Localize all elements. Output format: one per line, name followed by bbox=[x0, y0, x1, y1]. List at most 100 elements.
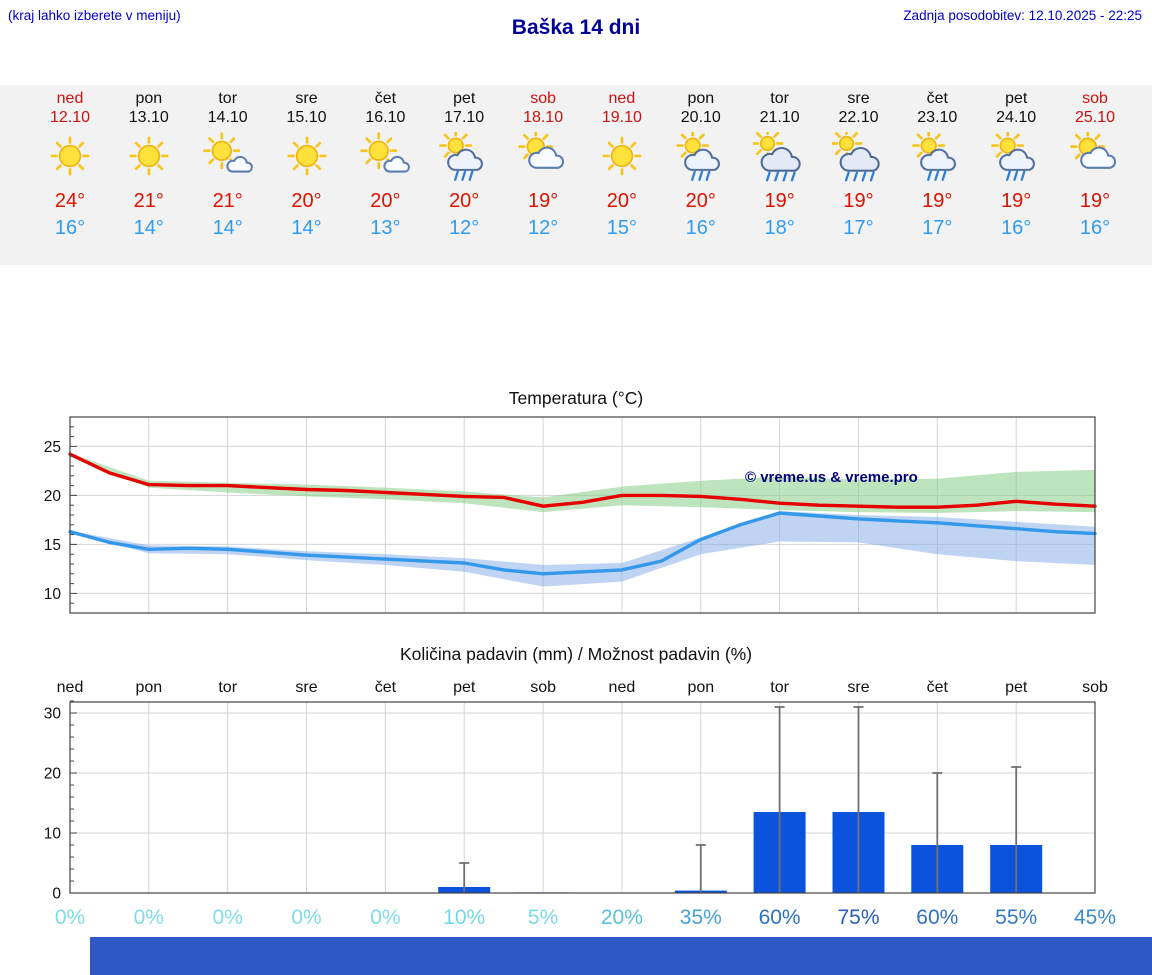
rain-drops bbox=[765, 171, 796, 182]
precip-day-label: pon bbox=[687, 679, 714, 696]
page-title: Baška 14 dni bbox=[511, 16, 641, 39]
weather-icon-slot bbox=[819, 127, 899, 184]
partly-cloudy-icon bbox=[1070, 129, 1117, 169]
forecast-day-column: sre 15.10 20° 14° bbox=[267, 89, 347, 242]
precip-probability-label: 0% bbox=[291, 906, 321, 929]
day-name: pet bbox=[1005, 90, 1028, 107]
y-axis-tick-label: 30 bbox=[44, 706, 62, 723]
day-date: 25.10 bbox=[1074, 109, 1116, 126]
precip-probability-label: 35% bbox=[680, 906, 722, 929]
temp-min: 14° bbox=[133, 217, 164, 239]
forecast-day-column: pet 17.10 20° 12° bbox=[424, 89, 504, 242]
weather-icon-slot bbox=[188, 132, 268, 184]
day-date: 24.10 bbox=[996, 109, 1037, 126]
precip-probability-label: 10% bbox=[443, 906, 485, 929]
weather-icon-slot bbox=[345, 132, 425, 184]
precip-probability-label: 5% bbox=[528, 906, 558, 929]
precip-day-label: pet bbox=[453, 679, 476, 696]
day-date: 19.10 bbox=[601, 109, 642, 126]
sunny-icon bbox=[50, 136, 90, 176]
precip-probability-label: 0% bbox=[55, 906, 85, 929]
temp-min: 12° bbox=[449, 217, 480, 239]
sunny-icon bbox=[602, 136, 642, 176]
day-name: tor bbox=[770, 90, 789, 107]
precip-day-label: tor bbox=[770, 679, 789, 696]
forecast-day-column: pon 13.10 21° 14° bbox=[109, 89, 189, 242]
temp-min: 17° bbox=[922, 217, 953, 239]
rain-icon bbox=[751, 127, 801, 182]
weather-icon-slot bbox=[109, 132, 189, 184]
day-name: ned bbox=[608, 90, 636, 107]
precip-day-label: sre bbox=[847, 679, 869, 696]
precip-day-label: ned bbox=[609, 679, 636, 696]
min-temp-line bbox=[68, 511, 1097, 576]
showers-icon bbox=[676, 129, 720, 181]
temp-max: 21° bbox=[133, 190, 164, 212]
day-date: 17.10 bbox=[444, 109, 485, 126]
sun-rays bbox=[602, 136, 642, 176]
y-axis-tick-label: 20 bbox=[44, 488, 62, 505]
day-name: sre bbox=[295, 90, 318, 107]
forecast-day-column: tor 14.10 21° 14° bbox=[188, 89, 268, 242]
precip-day-label: sob bbox=[1082, 679, 1108, 696]
temp-max: 20° bbox=[606, 190, 638, 212]
showers-icon bbox=[439, 129, 484, 181]
precip-day-label: čet bbox=[927, 679, 949, 696]
uncertainty-band bbox=[70, 511, 1095, 587]
last-update-timestamp: Zadnja posodobitev: 12.10.2025 - 22:25 bbox=[903, 8, 1142, 23]
watermark: © vreme.us & vreme.pro bbox=[745, 469, 918, 486]
day-name: tor bbox=[218, 90, 238, 107]
temp-max: 21° bbox=[212, 190, 243, 212]
forecast-day-column: čet 16.10 20° 13° bbox=[345, 89, 425, 242]
partly-cloudy-icon bbox=[518, 129, 565, 169]
sun-rays bbox=[50, 136, 90, 176]
day-date: 18.10 bbox=[523, 109, 564, 126]
temp-min: 18° bbox=[764, 217, 795, 239]
y-axis-tick-label: 10 bbox=[44, 826, 62, 843]
forecast-day-column: tor 21.10 19° 18° bbox=[740, 89, 820, 242]
weather-icon-slot bbox=[740, 127, 820, 184]
temp-min: 17° bbox=[843, 217, 874, 239]
temp-min: 16° bbox=[1079, 217, 1111, 239]
day-date: 20.10 bbox=[680, 109, 721, 126]
sun-rays bbox=[286, 136, 327, 176]
day-name: čet bbox=[926, 90, 948, 107]
y-axis-tick-label: 10 bbox=[44, 586, 62, 603]
rain-drops bbox=[844, 171, 875, 182]
temp-max: 19° bbox=[527, 190, 559, 212]
temp-min: 16° bbox=[54, 217, 86, 239]
precip-whiskers bbox=[459, 706, 1022, 893]
day-name: pon bbox=[687, 90, 715, 107]
temperature-chart: 10 15 20 25 © vreme.us & vreme.pro bbox=[44, 416, 1097, 614]
day-date: 16.10 bbox=[365, 109, 406, 126]
y-axis-tick-label: 20 bbox=[44, 766, 62, 783]
day-date: 23.10 bbox=[917, 109, 958, 126]
precip-day-label: čet bbox=[375, 679, 397, 696]
day-date: 12.10 bbox=[49, 109, 91, 126]
forecast-day-column: sre 22.10 19° 17° bbox=[819, 89, 899, 242]
mostly-sunny-icon bbox=[360, 132, 411, 173]
temp-min: 15° bbox=[606, 217, 638, 239]
day-date: 13.10 bbox=[128, 109, 169, 126]
temp-max: 19° bbox=[922, 190, 953, 212]
sunny-icon bbox=[129, 136, 169, 176]
temp-min: 12° bbox=[527, 217, 559, 239]
temp-max: 19° bbox=[1079, 190, 1111, 212]
precip-day-label: ned bbox=[57, 679, 84, 696]
weather-icon-slot bbox=[976, 129, 1056, 184]
temp-max: 19° bbox=[764, 190, 795, 212]
rain-drops bbox=[454, 170, 474, 181]
precip-day-label: sob bbox=[530, 679, 556, 696]
forecast-day-column: pet 24.10 19° 16° bbox=[976, 89, 1056, 242]
sun-rays bbox=[202, 132, 240, 170]
y-axis-tick-label: 15 bbox=[44, 537, 61, 554]
day-date: 22.10 bbox=[838, 109, 879, 126]
temp-max: 19° bbox=[1001, 190, 1032, 212]
temp-max: 20° bbox=[370, 190, 401, 212]
precip-probability-label: 0% bbox=[213, 906, 243, 929]
temp-max: 20° bbox=[291, 190, 322, 212]
precip-probability-label: 75% bbox=[837, 906, 879, 929]
rain-drops bbox=[1006, 170, 1026, 181]
weather-icon-slot bbox=[267, 132, 347, 184]
